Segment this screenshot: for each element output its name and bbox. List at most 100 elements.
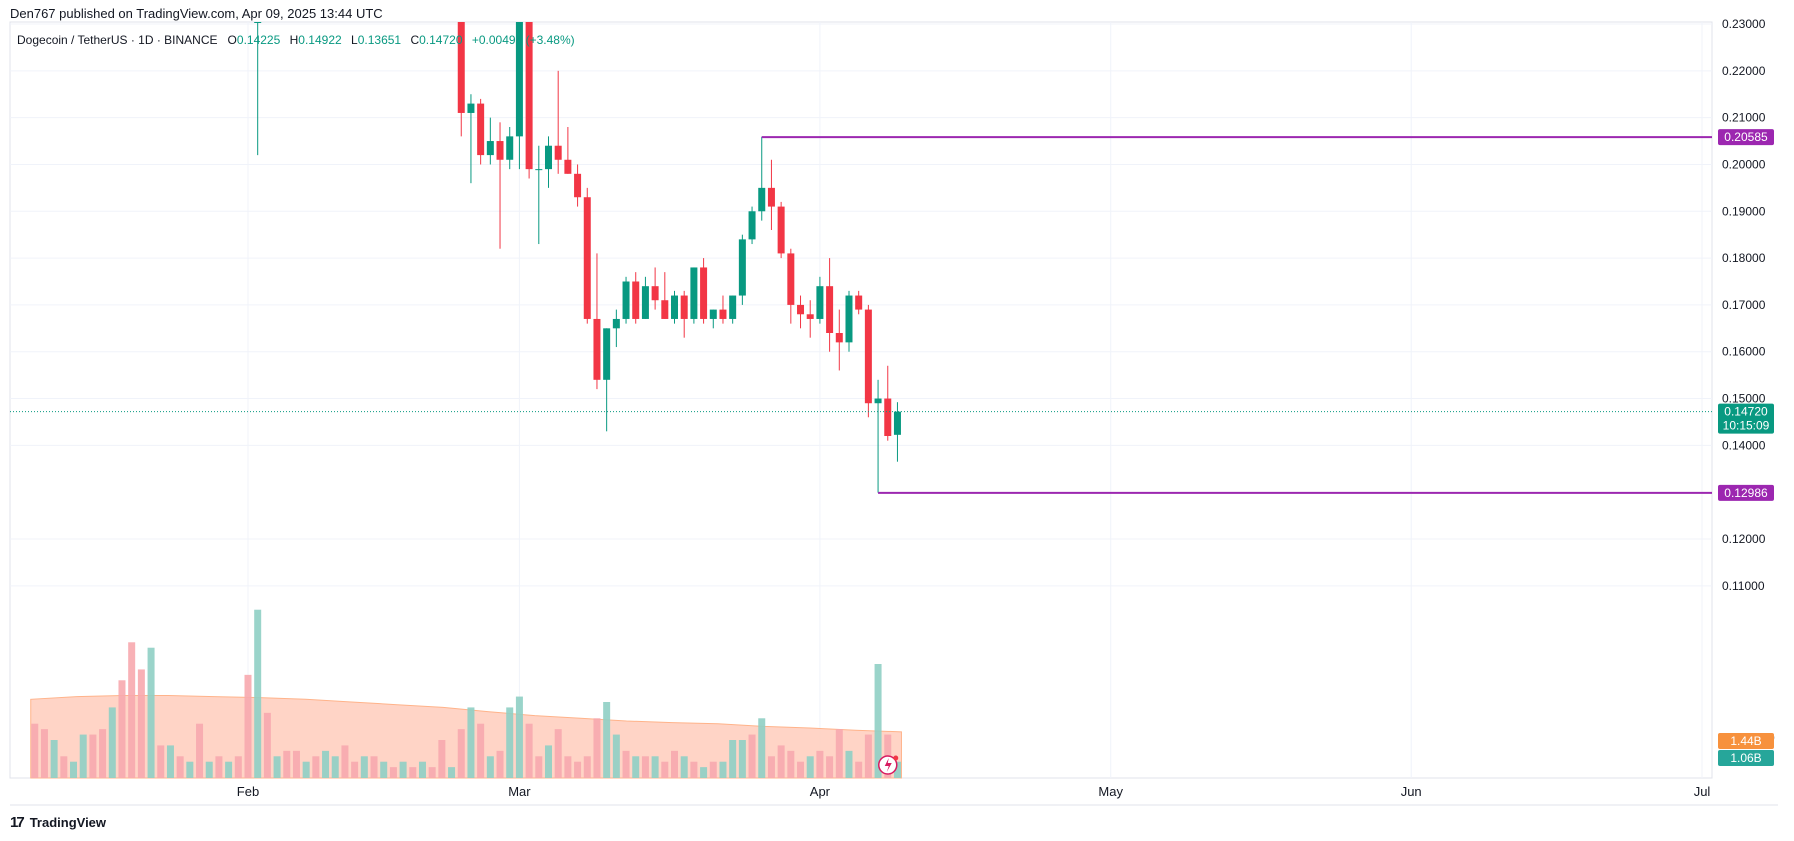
volume-bar xyxy=(845,750,853,778)
volume-bar xyxy=(535,756,543,778)
candle-body xyxy=(632,281,640,319)
axis-layer: 0.23000 0.22000 0.21000 0.20000 0.19000 0.180… xyxy=(237,17,1775,799)
volume-bar xyxy=(99,729,107,778)
candle-body xyxy=(544,145,552,170)
legend-open-value: 0.14225 xyxy=(236,33,281,47)
legend-close-value: 0.14720 xyxy=(419,33,463,47)
volume-bar xyxy=(244,674,252,778)
candle-body xyxy=(593,318,601,380)
candle-body xyxy=(729,295,737,319)
volume-bar xyxy=(603,702,611,778)
volume-bar xyxy=(312,756,320,778)
volume-bar xyxy=(622,750,630,778)
event-dot xyxy=(893,755,899,761)
volume-bar xyxy=(137,669,145,778)
volume-bar xyxy=(70,761,78,778)
resistance-price-label: 0.20585 xyxy=(1718,129,1774,146)
candle-body xyxy=(535,169,543,171)
last-price-label-bg xyxy=(1718,403,1774,434)
volume-bar xyxy=(680,756,688,778)
candle-body xyxy=(738,239,746,296)
candle-body xyxy=(254,22,262,23)
volume-bar xyxy=(816,750,824,778)
volume-bar xyxy=(787,750,795,778)
candle-body xyxy=(826,286,834,333)
volume-label-a: 1.44B xyxy=(1718,733,1774,749)
volume-bar xyxy=(128,642,136,778)
volume-layer xyxy=(30,609,902,779)
y-tick-label: 0.16000 xyxy=(1722,345,1766,359)
volume-bar xyxy=(651,756,659,778)
candle-body xyxy=(893,411,901,435)
volume-label-b-text: 1.06B xyxy=(1730,751,1761,765)
volume-bar xyxy=(438,740,446,778)
candle-body xyxy=(525,22,533,170)
volume-bar xyxy=(428,767,436,778)
candle-body xyxy=(767,187,775,207)
volume-label-b-bg xyxy=(1718,750,1774,766)
volume-bar xyxy=(719,761,727,778)
y-tick-label: 0.15000 xyxy=(1722,392,1766,406)
volume-bar xyxy=(855,761,863,778)
volume-bar xyxy=(709,761,717,778)
volume-bar xyxy=(758,718,766,778)
candle-body xyxy=(612,318,620,329)
volume-bar xyxy=(254,609,262,778)
volume-bar xyxy=(215,756,223,778)
y-tick-label: 0.22000 xyxy=(1722,64,1766,78)
candle-body xyxy=(816,286,824,319)
volume-bar xyxy=(564,756,572,778)
volume-bar xyxy=(661,761,669,778)
candle-body xyxy=(719,309,727,319)
symbol-name[interactable]: Dogecoin / TetherUS · 1D · BINANCE xyxy=(17,33,218,47)
volume-bar xyxy=(409,767,417,778)
volume-bar xyxy=(544,745,552,778)
x-tick-label: Jul xyxy=(1694,784,1711,799)
x-tick-label: Mar xyxy=(508,784,531,799)
candle-body xyxy=(661,300,669,319)
candle-body xyxy=(835,333,843,343)
candlestick-chart[interactable]: 0.23000 0.22000 0.21000 0.20000 0.19000 0.180… xyxy=(0,0,1794,810)
support-price-label-bg xyxy=(1718,484,1774,501)
legend-low-label: L xyxy=(351,33,358,47)
footer-brand[interactable]: 17 TradingView xyxy=(10,814,106,831)
last-price-label-text: 10:15:09 xyxy=(1723,419,1770,433)
volume-bar xyxy=(108,707,116,778)
volume-bar xyxy=(302,761,310,778)
legend-change: +0.00495 (+3.48%) xyxy=(471,33,575,47)
volume-bar xyxy=(418,761,426,778)
candle-body xyxy=(700,267,708,319)
legend-high-label: H xyxy=(289,33,299,47)
candle-body xyxy=(496,141,504,160)
candle-body xyxy=(777,206,785,254)
volume-bar xyxy=(612,734,620,778)
candle-body xyxy=(467,103,475,113)
volume-bar xyxy=(273,756,281,778)
candle-body xyxy=(758,187,766,212)
volume-bar xyxy=(515,696,523,778)
volume-bar xyxy=(399,761,407,778)
y-tick-label: 0.12000 xyxy=(1722,532,1766,546)
candle-body xyxy=(574,173,582,198)
volume-bar xyxy=(79,734,87,778)
volume-bar xyxy=(496,750,504,778)
volume-bar xyxy=(118,680,126,778)
candle-body xyxy=(583,197,591,319)
volume-bar xyxy=(457,729,465,778)
candle-layer xyxy=(254,22,901,493)
x-tick-label: Jun xyxy=(1401,784,1422,799)
candle-body xyxy=(622,281,630,319)
volume-bar xyxy=(874,664,882,778)
candle-body xyxy=(564,159,572,174)
candle-body xyxy=(690,267,698,319)
y-tick-label: 0.23000 xyxy=(1722,17,1766,31)
volume-bar xyxy=(593,718,601,778)
volume-bar xyxy=(448,767,456,778)
candle-body xyxy=(477,103,485,156)
candle-body xyxy=(641,286,649,319)
volume-bar xyxy=(641,756,649,778)
plot-frame xyxy=(9,21,1713,779)
volume-bar xyxy=(738,740,746,778)
volume-bar xyxy=(351,761,359,778)
